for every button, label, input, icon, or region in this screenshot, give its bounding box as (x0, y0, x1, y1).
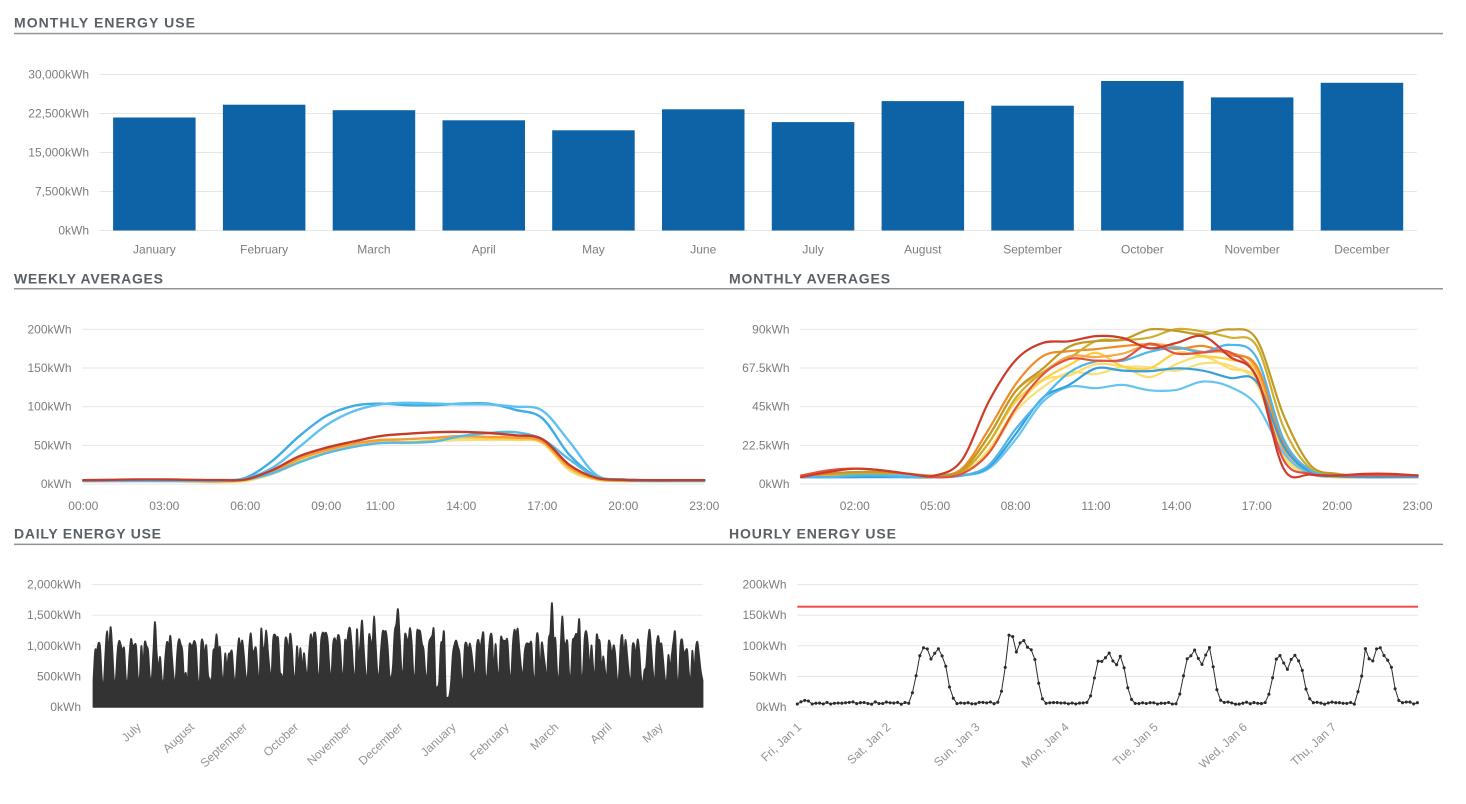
svg-text:HOURLY ENERGY USE: HOURLY ENERGY USE (729, 526, 897, 542)
svg-text:December: December (1334, 243, 1389, 257)
svg-text:05:00: 05:00 (920, 499, 950, 513)
svg-text:22,500kWh: 22,500kWh (28, 107, 89, 121)
svg-text:February: February (240, 243, 288, 257)
svg-text:11:00: 11:00 (1081, 499, 1110, 513)
svg-text:0kWh: 0kWh (759, 477, 790, 491)
svg-text:January: January (133, 243, 176, 257)
svg-text:August: August (904, 243, 942, 257)
svg-text:0kWh: 0kWh (58, 224, 89, 238)
svg-text:02:00: 02:00 (840, 499, 870, 513)
svg-text:WEEKLY AVERAGES: WEEKLY AVERAGES (14, 271, 164, 287)
svg-text:17:00: 17:00 (1242, 499, 1272, 513)
svg-text:03:00: 03:00 (149, 499, 179, 513)
svg-text:200kWh: 200kWh (742, 578, 786, 592)
svg-text:May: May (582, 243, 605, 257)
svg-text:0kWh: 0kWh (50, 700, 81, 714)
svg-text:1,500kWh: 1,500kWh (27, 608, 81, 622)
svg-text:0kWh: 0kWh (41, 477, 72, 491)
svg-text:50kWh: 50kWh (34, 438, 71, 452)
svg-text:30,000kWh: 30,000kWh (28, 68, 89, 82)
svg-text:April: April (472, 243, 496, 257)
svg-text:150kWh: 150kWh (27, 361, 71, 375)
svg-text:50kWh: 50kWh (749, 669, 786, 683)
svg-text:0kWh: 0kWh (756, 700, 787, 714)
svg-text:20:00: 20:00 (1322, 499, 1352, 513)
svg-text:100kWh: 100kWh (27, 400, 71, 414)
svg-text:09:00: 09:00 (311, 499, 341, 513)
svg-text:1,000kWh: 1,000kWh (27, 639, 81, 653)
svg-text:November: November (1224, 243, 1279, 257)
svg-text:11:00: 11:00 (366, 499, 395, 513)
svg-text:500kWh: 500kWh (37, 669, 81, 683)
svg-text:23:00: 23:00 (1403, 499, 1433, 513)
svg-text:20:00: 20:00 (608, 499, 638, 513)
svg-text:14:00: 14:00 (446, 499, 476, 513)
svg-text:45kWh: 45kWh (752, 400, 789, 414)
svg-text:7,500kWh: 7,500kWh (35, 185, 89, 199)
svg-text:150kWh: 150kWh (742, 608, 786, 622)
svg-text:08:00: 08:00 (1001, 499, 1031, 513)
svg-text:200kWh: 200kWh (27, 322, 71, 336)
svg-text:90kWh: 90kWh (752, 322, 789, 336)
svg-text:17:00: 17:00 (527, 499, 557, 513)
svg-text:00:00: 00:00 (68, 499, 98, 513)
svg-text:14:00: 14:00 (1161, 499, 1191, 513)
svg-text:July: July (802, 243, 823, 257)
svg-text:June: June (690, 243, 716, 257)
svg-text:100kWh: 100kWh (742, 639, 786, 653)
svg-text:MONTHLY AVERAGES: MONTHLY AVERAGES (729, 271, 891, 287)
svg-text:2,000kWh: 2,000kWh (27, 578, 81, 592)
svg-text:15,000kWh: 15,000kWh (28, 146, 89, 160)
svg-text:67.5kWh: 67.5kWh (742, 361, 789, 375)
svg-text:06:00: 06:00 (230, 499, 260, 513)
svg-text:September: September (1003, 243, 1062, 257)
svg-text:MONTHLY ENERGY USE: MONTHLY ENERGY USE (14, 15, 196, 31)
svg-text:23:00: 23:00 (689, 499, 719, 513)
svg-text:22.5kWh: 22.5kWh (742, 438, 789, 452)
svg-text:March: March (357, 243, 390, 257)
svg-text:DAILY ENERGY USE: DAILY ENERGY USE (14, 526, 162, 542)
svg-text:October: October (1121, 243, 1164, 257)
